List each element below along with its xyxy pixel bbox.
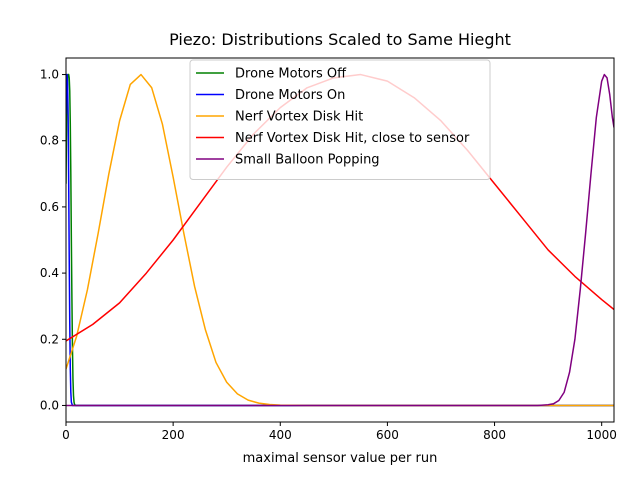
y-tick-label: 0.4 bbox=[40, 266, 59, 280]
legend-box bbox=[189, 59, 491, 180]
x-tick-label: 400 bbox=[269, 428, 292, 442]
series-line-2 bbox=[66, 73, 614, 407]
series-line-5 bbox=[66, 73, 614, 407]
x-tick-label: 600 bbox=[376, 428, 399, 442]
y-tick-label: 0.0 bbox=[40, 398, 59, 412]
y-tick-label: 0.6 bbox=[40, 200, 59, 214]
y-tick-label: 0.8 bbox=[40, 134, 59, 148]
legend-entry-label: Nerf Vortex Disk Hit bbox=[235, 110, 363, 125]
y-axis: 0.0 0.2 0.4 0.6 0.8 1.0 bbox=[40, 68, 66, 412]
x-axis-label: maximal sensor value per run bbox=[243, 451, 438, 466]
y-tick-label: 1.0 bbox=[40, 68, 59, 82]
legend-entry-label: Nerf Vortex Disk Hit, close to sensor bbox=[235, 131, 470, 146]
legend-entry-label: Small Balloon Popping bbox=[235, 153, 380, 168]
chart-title: Piezo: Distributions Scaled to Same Hieg… bbox=[169, 30, 511, 49]
x-tick-label: 1000 bbox=[586, 428, 617, 442]
legend-entry-label: Drone Motors Off bbox=[235, 67, 347, 82]
legend: Drone Motors Off Drone Motors On Nerf Vort… bbox=[189, 59, 491, 180]
y-tick-label: 0.2 bbox=[40, 332, 59, 346]
x-axis: 0 200 400 600 800 1000 bbox=[62, 422, 617, 442]
legend-entry-label: Drone Motors On bbox=[235, 88, 345, 103]
x-tick-label: 800 bbox=[483, 428, 506, 442]
plot-frame bbox=[65, 57, 615, 423]
x-tick-label: 0 bbox=[62, 428, 70, 442]
x-tick-label: 200 bbox=[162, 428, 185, 442]
series-line-3 bbox=[66, 73, 614, 407]
